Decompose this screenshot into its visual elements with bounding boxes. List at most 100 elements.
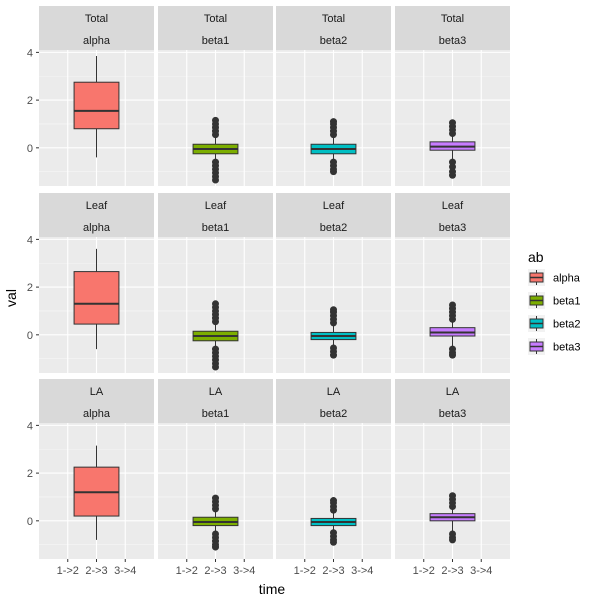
y-tick-label: 2 (27, 282, 33, 294)
facet-panel: LA beta2 (276, 379, 391, 559)
y-tick-label: 0 (27, 516, 33, 528)
strip-row-label: LA (327, 386, 341, 398)
facet-panel: Total alpha (39, 6, 154, 186)
facet-panel: Leaf beta2 (276, 193, 391, 373)
x-tick-label: 3->4 (233, 565, 255, 577)
facet-strip (276, 379, 391, 423)
outlier-point (449, 301, 456, 309)
outlier-point (449, 351, 456, 359)
facet-strip (158, 193, 273, 237)
outlier-point (212, 300, 219, 308)
strip-col-label: beta3 (439, 408, 467, 420)
facet-panel: Leaf beta3 (395, 193, 510, 373)
facet-panel: LA beta1 (158, 379, 273, 559)
strip-row-label: LA (90, 386, 104, 398)
y-tick-label: 4 (27, 234, 33, 246)
x-tick-label: 2->3 (441, 565, 463, 577)
facet-strip (395, 6, 510, 50)
facet-panel: LA alpha (39, 379, 154, 559)
x-tick-label: 3->4 (470, 565, 492, 577)
legend-item: beta3 (528, 338, 581, 355)
strip-col-label: alpha (83, 222, 111, 234)
y-tick-label: 2 (27, 95, 33, 107)
strip-col-label: alpha (83, 35, 111, 47)
facet-strip (39, 193, 154, 237)
outlier-point (449, 171, 456, 179)
strip-row-label: Total (204, 13, 227, 25)
strip-row-label: Total (85, 13, 108, 25)
x-tick-label: 1->2 (57, 565, 79, 577)
x-tick-label: 1->2 (294, 565, 316, 577)
y-axis-title: val (3, 289, 19, 307)
legend-label: alpha (553, 273, 581, 285)
strip-row-label: Leaf (205, 200, 227, 212)
strip-col-label: beta1 (202, 35, 230, 47)
x-tick-label: 1->2 (413, 565, 435, 577)
outlier-point (449, 492, 456, 500)
facet-panel: Total beta1 (158, 6, 273, 186)
outlier-point (330, 497, 337, 505)
outlier-point (330, 538, 337, 546)
strip-row-label: Leaf (442, 200, 464, 212)
y-tick-label: 4 (27, 420, 33, 432)
facet-strip (158, 6, 273, 50)
legend-item: alpha (528, 269, 581, 286)
outlier-point (330, 351, 337, 359)
facet-panel: LA beta3 (395, 379, 510, 559)
strip-col-label: beta2 (320, 222, 348, 234)
facet-strip (395, 193, 510, 237)
facet-strip (39, 6, 154, 50)
strip-row-label: Total (441, 13, 464, 25)
strip-col-label: beta1 (202, 222, 230, 234)
strip-col-label: beta2 (320, 35, 348, 47)
strip-row-label: Total (322, 13, 345, 25)
facet-panel: Leaf beta1 (158, 193, 273, 373)
legend-item: beta2 (528, 315, 581, 332)
facet-panel: Leaf alpha (39, 193, 154, 373)
facet-panels: Total alpha Total beta1 Total beta2 Total beta3… (39, 6, 510, 559)
strip-col-label: beta1 (202, 408, 230, 420)
outlier-point (212, 494, 219, 502)
x-tick-label: 3->4 (351, 565, 373, 577)
facet-panel: Total beta3 (395, 6, 510, 186)
facet-strip (158, 379, 273, 423)
outlier-point (449, 536, 456, 544)
strip-row-label: LA (209, 386, 223, 398)
outlier-point (330, 118, 337, 126)
y-tick-label: 2 (27, 468, 33, 480)
strip-col-label: beta3 (439, 35, 467, 47)
facet-strip (395, 379, 510, 423)
outlier-point (212, 363, 219, 371)
box-iqr (73, 81, 120, 130)
x-tick-label: 1->2 (176, 565, 198, 577)
y-tick-label: 4 (27, 47, 33, 59)
strip-col-label: beta3 (439, 222, 467, 234)
outlier-point (212, 176, 219, 184)
facet-strip (276, 6, 391, 50)
legend-label: beta1 (553, 296, 581, 308)
outlier-point (330, 306, 337, 314)
strip-col-label: alpha (83, 408, 111, 420)
facet-panel: Total beta2 (276, 6, 391, 186)
outlier-point (330, 168, 337, 176)
x-tick-label: 2->3 (322, 565, 344, 577)
legend-label: beta2 (553, 319, 581, 331)
x-tick-label: 2->3 (204, 565, 226, 577)
strip-row-label: LA (446, 386, 460, 398)
strip-row-label: Leaf (86, 200, 108, 212)
x-tick-label: 3->4 (114, 565, 136, 577)
outlier-point (449, 119, 456, 127)
outlier-point (212, 543, 219, 551)
x-axis-title: time (259, 581, 286, 597)
facet-strip (276, 193, 391, 237)
strip-row-label: Leaf (323, 200, 345, 212)
box-iqr (73, 271, 120, 325)
x-tick-label: 2->3 (85, 565, 107, 577)
legend: ab alpha beta1 beta2 beta3 (528, 249, 581, 355)
legend-label: beta3 (553, 342, 581, 354)
outlier-point (212, 116, 219, 124)
y-tick-label: 0 (27, 143, 33, 155)
axes: time val 0 2 4 0 2 4 0 2 4 1->2 2->3 3->4 1->2 2->3 3-… (3, 47, 492, 597)
facet-strip (39, 379, 154, 423)
